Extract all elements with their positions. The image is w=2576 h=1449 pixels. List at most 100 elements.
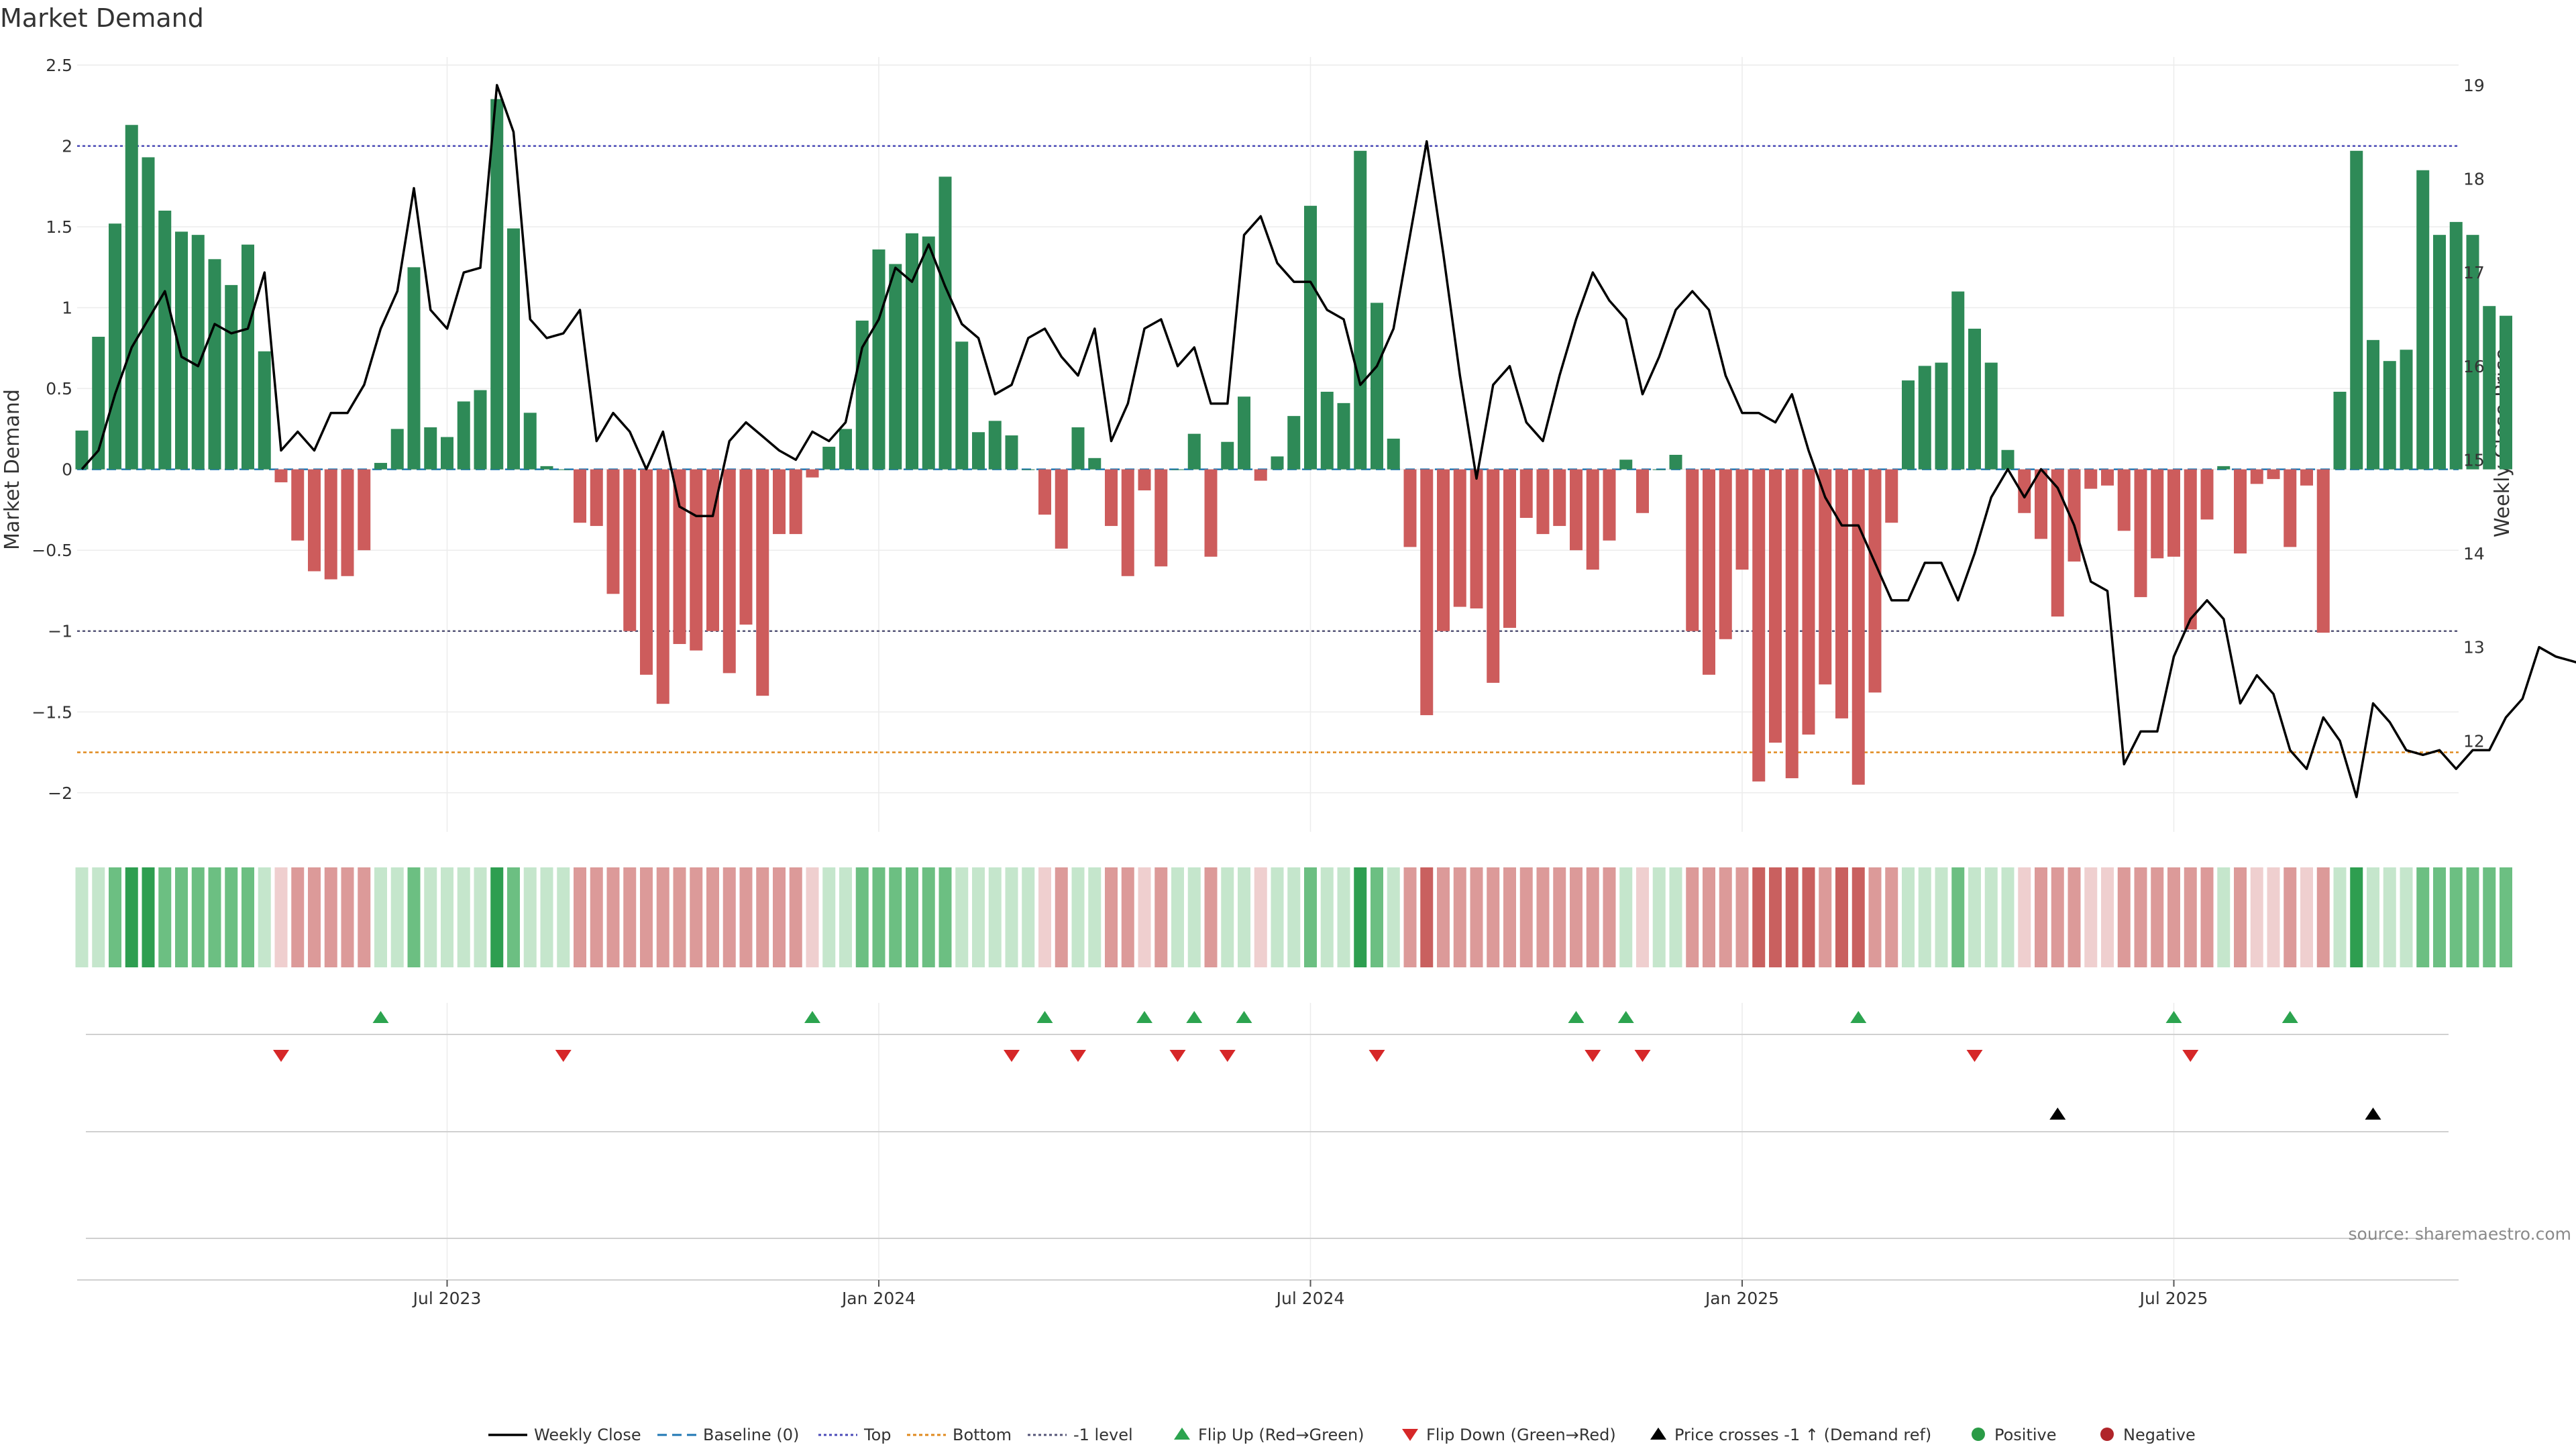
demand-bar [1371,303,1383,470]
y2-tick-label: 15 [2463,450,2485,470]
strip-cell [1038,867,1051,967]
strip-cell [341,867,354,967]
demand-bar [673,469,686,645]
strip-cell [490,867,504,967]
demand-bar [739,469,753,625]
demand-bar [1819,469,1832,685]
strip-cell [2333,867,2347,967]
strip-cell [1968,867,1981,967]
strip-cell [2383,867,2396,967]
demand-bar [806,469,819,478]
flip-up-marker [1186,1011,1203,1023]
demand-bar [2383,361,2396,470]
demand-bar [2234,469,2247,554]
flip-up-marker [2282,1011,2298,1023]
demand-bars [75,99,2512,785]
demand-bar [1121,469,1134,576]
strip-cell [988,867,1002,967]
strip-cell [142,867,155,967]
chart-title: Market Demand [0,3,204,33]
demand-bar [241,244,254,470]
demand-bar [2184,469,2197,630]
strip-cell [1420,867,1434,967]
demand-bar [922,236,935,470]
strip-cell [739,867,753,967]
demand-bar [2117,469,2131,531]
demand-bar [756,469,769,696]
demand-bar [1968,328,1981,470]
strip-cell [1403,867,1417,967]
flip-down-marker [1585,1050,1601,1062]
strip-cell [722,867,736,967]
demand-bar [1553,469,1566,527]
strip-cell [1918,867,1931,967]
strip-cell [1619,867,1633,967]
negative-legend-swatch [2100,1428,2114,1441]
demand-bar [2167,469,2180,557]
strip-cell [2466,867,2479,967]
demand-bar [1187,433,1201,470]
demand-bar [690,469,703,651]
strip-cell [2051,867,2064,967]
strip-cell [1022,867,1035,967]
strip-cell [1935,867,1948,967]
demand-bar [640,469,653,675]
flip-down-marker [1004,1050,1020,1062]
demand-bar [441,437,453,470]
strip-cell [2101,867,2114,967]
legend: Weekly Close Baseline (0) Top Bottom -1 leve… [488,1426,2196,1444]
demand-color-strip [75,867,2512,967]
y2-axis-ticks: 19 18 17 16 15 14 13 12 [2463,76,2485,751]
demand-bar [1038,469,1051,515]
y-tick-label: 1.5 [46,217,72,237]
strip-cell [1902,867,1915,967]
strip-cell [656,867,669,967]
strip-cell [574,867,586,967]
positive-legend-swatch [1972,1428,1985,1441]
strip-cell [274,867,288,967]
weekly-close-line [80,84,2576,798]
strip-cell [125,867,138,967]
strip-cell [358,867,371,967]
strip-cell [2400,867,2413,967]
demand-bar [1304,205,1317,470]
strip-cell [1984,867,1998,967]
demand-bar [374,463,387,470]
demand-bar [855,320,869,470]
strip-cell [75,867,89,967]
flipdown-legend-label: Flip Down (Green→Red) [1426,1426,1616,1444]
flip-up-marker [1568,1011,1585,1023]
strip-cell [1735,867,1749,967]
strip-cell [2001,867,2015,967]
demand-bar [1337,402,1350,470]
strip-cell [839,867,852,967]
strip-cell [2350,867,2363,967]
strip-cell [158,867,172,967]
strip-cell [1703,867,1715,967]
strip-cell [1835,867,1848,967]
demand-bar [158,211,172,470]
strip-cell [1204,867,1218,967]
strip-cell [1271,867,1284,967]
demand-bar [872,249,885,470]
demand-bar [2350,150,2363,470]
flip-up-marker [1136,1011,1152,1023]
demand-bar [225,284,238,470]
strip-cell [1254,867,1267,967]
demand-bar [1071,427,1085,470]
strip-cell [1005,867,1018,967]
demand-bar [722,469,736,674]
y-tick-label: 0 [62,460,72,480]
demand-bar [773,469,786,535]
x-tick-label: Jul 2023 [412,1289,482,1308]
demand-bar [1586,469,1599,570]
grid-lines [77,57,2459,1278]
strip-cell [407,867,421,967]
strip-cell [2267,867,2280,967]
strip-cell [441,867,453,967]
strip-cell [789,867,802,967]
baseline-legend-label: Baseline (0) [703,1426,799,1444]
demand-bar [1868,469,1882,693]
flip-down-marker [1966,1050,1983,1062]
y2-tick-label: 13 [2463,638,2485,657]
